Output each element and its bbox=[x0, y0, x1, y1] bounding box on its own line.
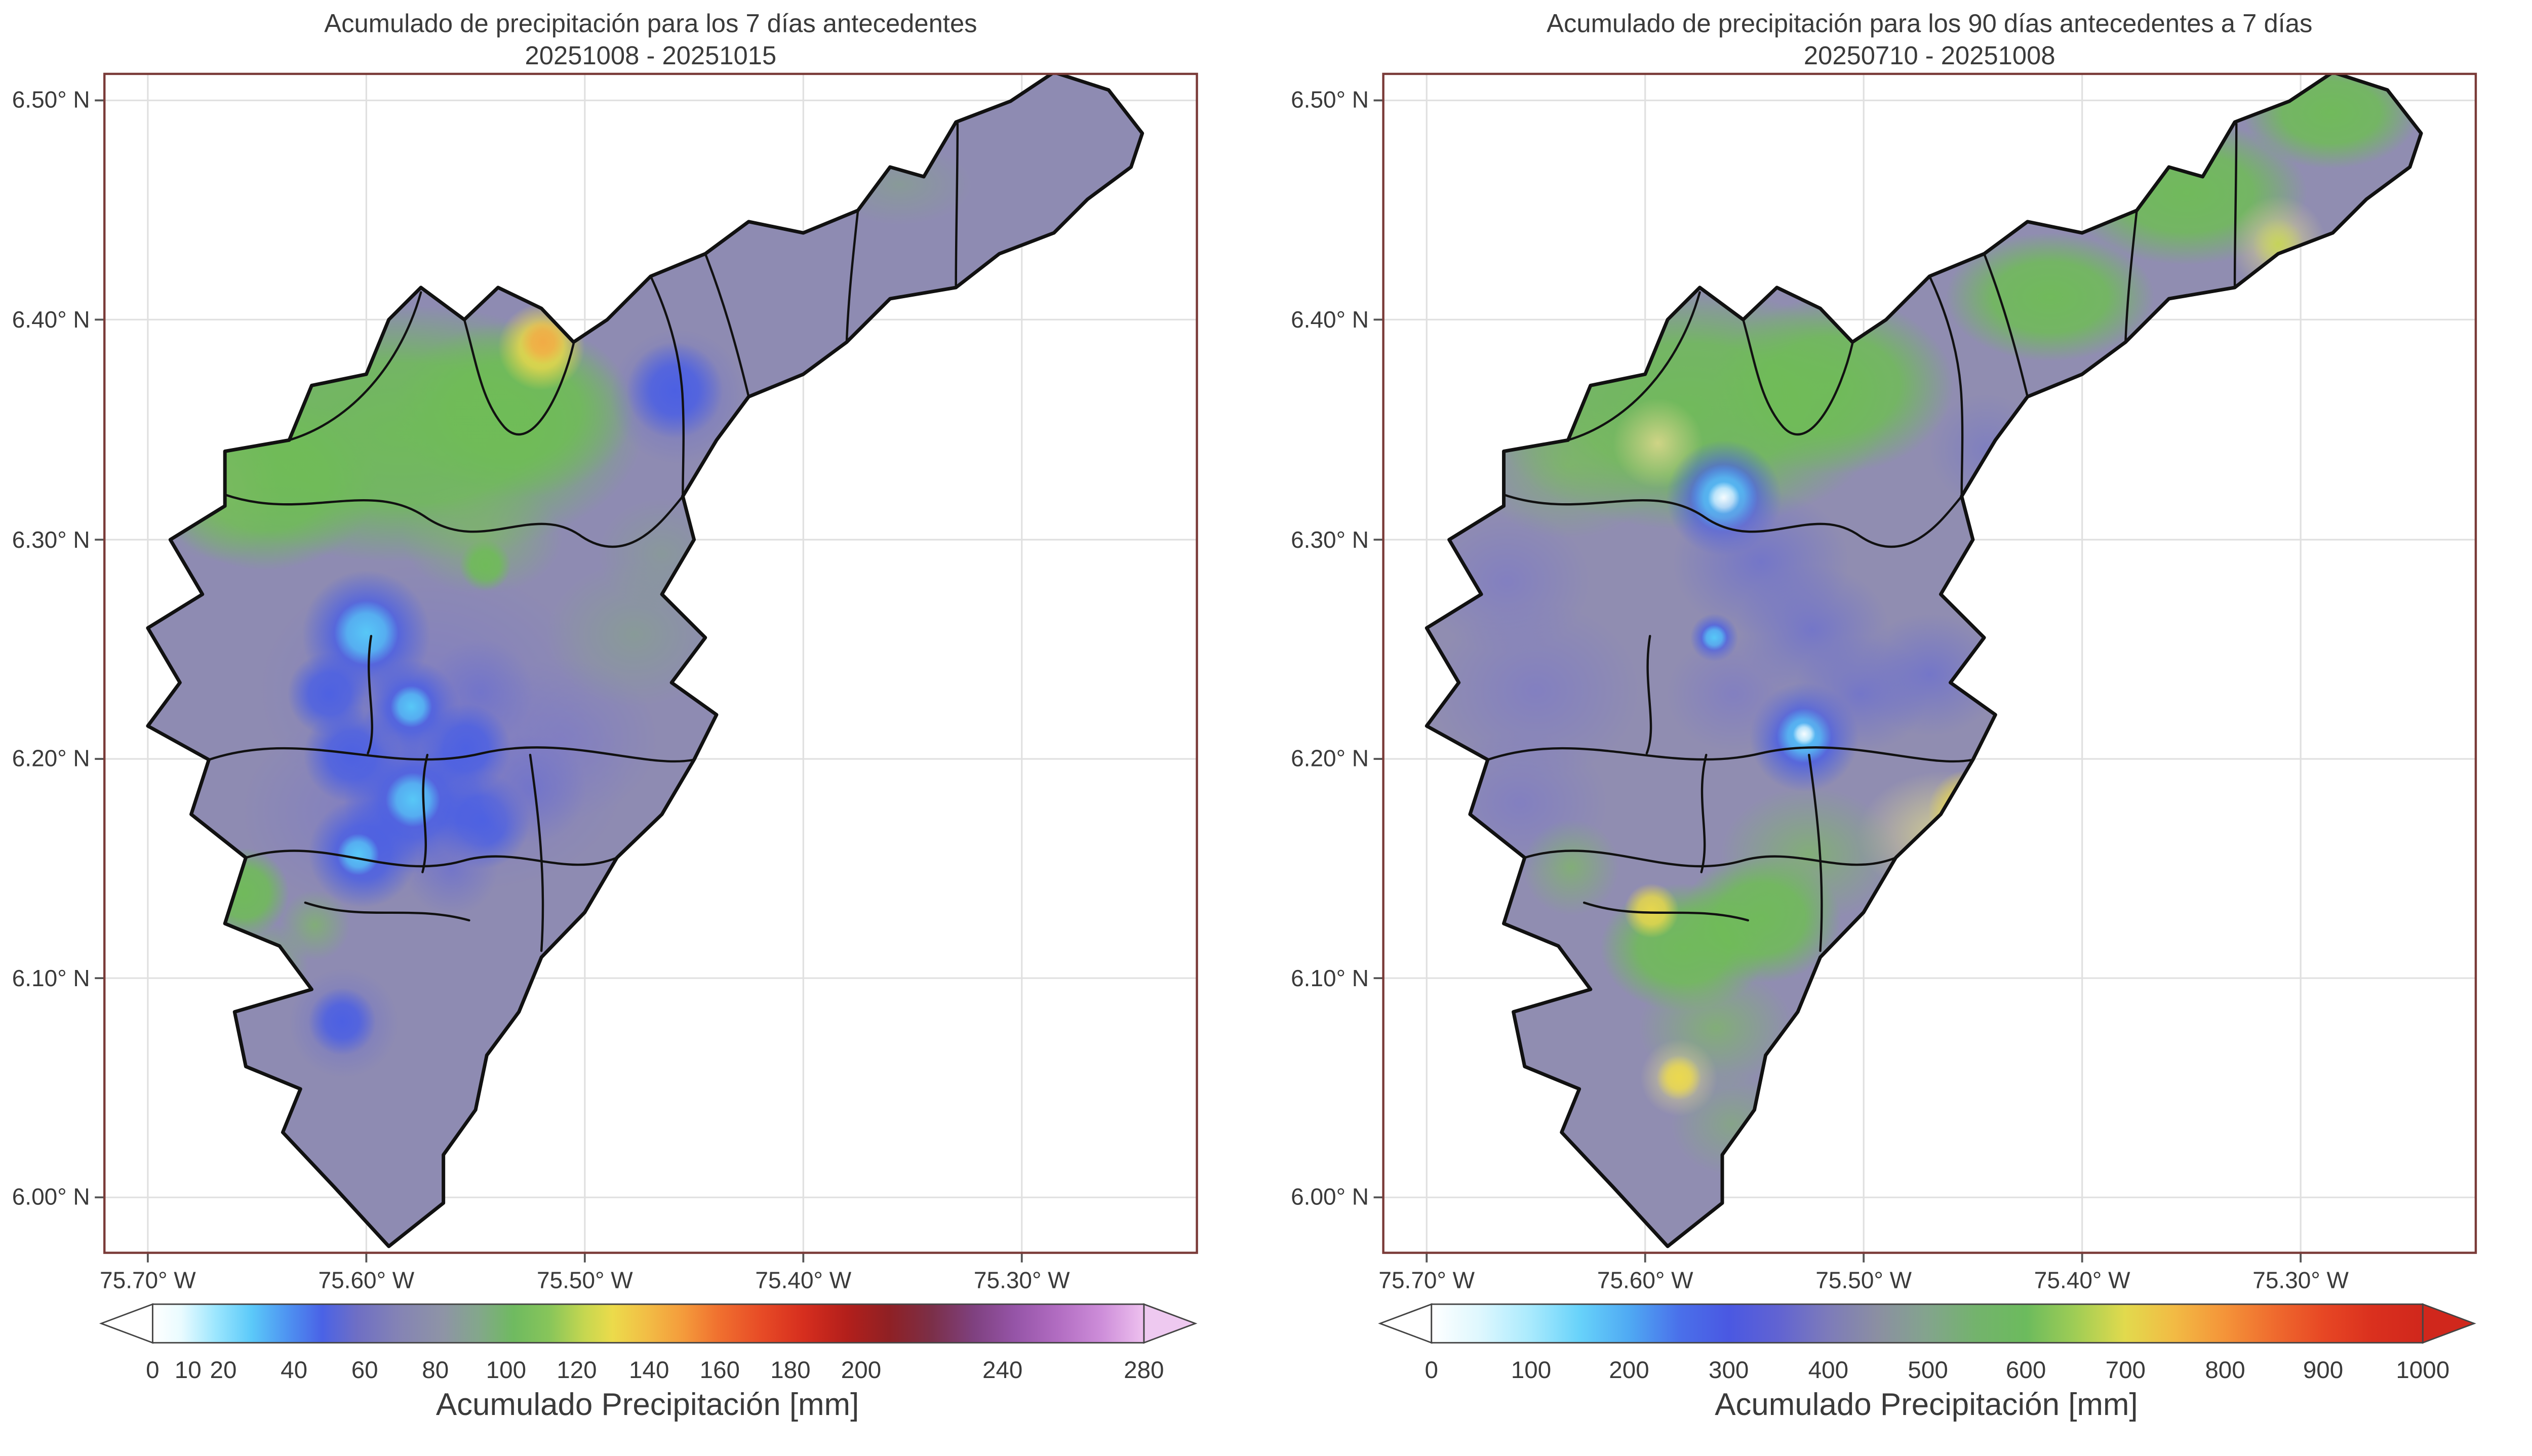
lon-axis-labels: 75.70° W 75.60° W 75.50° W 75.40° W 75.3… bbox=[1378, 1267, 2349, 1293]
colorbar-tick: 40 bbox=[281, 1357, 307, 1384]
lon-tick-label: 75.40° W bbox=[2034, 1267, 2130, 1293]
colorbar-left-arrow bbox=[1378, 1303, 1433, 1344]
colorbar-tick-labels: 0 100 200 300 400 500 600 700 800 900 10… bbox=[1425, 1357, 2450, 1384]
colorbar-tick: 10 bbox=[175, 1357, 202, 1384]
lat-tick-label: 6.20° N bbox=[1291, 745, 1369, 771]
colorbar-tick: 300 bbox=[1709, 1357, 1749, 1384]
colorbar-tick: 900 bbox=[2303, 1357, 2343, 1384]
plot-border bbox=[103, 72, 1198, 1254]
lon-tick-label: 75.30° W bbox=[2252, 1267, 2349, 1293]
lat-tick-label: 6.50° N bbox=[1291, 87, 1369, 113]
plot-border bbox=[1382, 72, 2477, 1254]
lon-tick-label: 75.40° W bbox=[755, 1267, 851, 1293]
axis-ticks bbox=[95, 99, 1023, 1263]
panel-7-days: Acumulado de precipitación para los 7 dí… bbox=[12, 9, 1198, 1422]
colorbar-left-arrow bbox=[99, 1303, 153, 1344]
colorbar-label: Acumulado Precipitación [mm] bbox=[1715, 1387, 2138, 1422]
lon-tick-label: 75.70° W bbox=[1378, 1267, 1475, 1293]
colorbar-tick: 140 bbox=[629, 1357, 669, 1384]
colorbar-tick: 100 bbox=[486, 1357, 526, 1384]
lon-tick-label: 75.30° W bbox=[974, 1267, 1070, 1293]
lat-tick-label: 6.10° N bbox=[1291, 965, 1369, 991]
colorbar-tick: 0 bbox=[146, 1357, 159, 1384]
colorbar-tick-labels: 0 10 20 40 60 80 100 120 140 160 180 200… bbox=[146, 1357, 1164, 1384]
lat-axis-labels: 6.50° N 6.40° N 6.30° N 6.20° N 6.10° N … bbox=[12, 87, 90, 1210]
colorbar-gradient bbox=[151, 1303, 1145, 1344]
lat-tick-label: 6.10° N bbox=[12, 965, 90, 991]
colorbar-gradient bbox=[1431, 1303, 2424, 1344]
colorbar-tick: 100 bbox=[1511, 1357, 1551, 1384]
colorbar-tick: 240 bbox=[982, 1357, 1022, 1384]
colorbar-tick: 200 bbox=[841, 1357, 881, 1384]
lat-tick-label: 6.00° N bbox=[12, 1183, 90, 1209]
panel-title: Acumulado de precipitación para los 7 dí… bbox=[324, 9, 977, 37]
colorbar-tick: 400 bbox=[1808, 1357, 1848, 1384]
colorbar-tick: 800 bbox=[2205, 1357, 2245, 1384]
lat-tick-label: 6.40° N bbox=[12, 306, 90, 333]
lat-tick-label: 6.00° N bbox=[1291, 1183, 1369, 1209]
colorbar-label: Acumulado Precipitación [mm] bbox=[436, 1387, 859, 1422]
panel-90-days: Acumulado de precipitación para los 90 d… bbox=[1291, 9, 2477, 1422]
colorbar-tick: 180 bbox=[770, 1357, 810, 1384]
colorbar-right-arrow bbox=[1143, 1303, 1198, 1344]
lat-axis-labels: 6.50° N 6.40° N 6.30° N 6.20° N 6.10° N … bbox=[1291, 87, 1369, 1210]
lon-tick-label: 75.60° W bbox=[1597, 1267, 1693, 1293]
lat-tick-label: 6.20° N bbox=[12, 745, 90, 771]
colorbar-tick: 280 bbox=[1124, 1357, 1164, 1384]
colorbar-right-arrow bbox=[2422, 1303, 2476, 1344]
axis-ticks bbox=[1373, 99, 2302, 1263]
colorbar-tick: 0 bbox=[1425, 1357, 1438, 1384]
colorbar-7-days: 0 10 20 40 60 80 100 120 140 160 180 200… bbox=[99, 1303, 1198, 1422]
colorbar-90-days: 0 100 200 300 400 500 600 700 800 900 10… bbox=[1378, 1303, 2476, 1422]
colorbar-tick: 80 bbox=[422, 1357, 449, 1384]
colorbar-tick: 200 bbox=[1609, 1357, 1649, 1384]
colorbar-tick: 500 bbox=[1908, 1357, 1948, 1384]
panel-title: Acumulado de precipitación para los 90 d… bbox=[1547, 9, 2312, 37]
colorbar-tick: 160 bbox=[700, 1357, 740, 1384]
colorbar-tick: 60 bbox=[351, 1357, 378, 1384]
lat-tick-label: 6.40° N bbox=[1291, 306, 1369, 333]
colorbar-tick: 600 bbox=[2006, 1357, 2046, 1384]
colorbar-tick: 1000 bbox=[2396, 1357, 2449, 1384]
colorbar-tick: 20 bbox=[210, 1357, 237, 1384]
lat-tick-label: 6.30° N bbox=[12, 527, 90, 553]
lon-axis-labels: 75.70° W 75.60° W 75.50° W 75.40° W 75.3… bbox=[100, 1267, 1070, 1293]
panel-subtitle-dates: 20250710 - 20251008 bbox=[1804, 41, 2055, 70]
lon-tick-label: 75.70° W bbox=[100, 1267, 196, 1293]
colorbar-tick: 120 bbox=[557, 1357, 597, 1384]
lon-tick-label: 75.60° W bbox=[318, 1267, 414, 1293]
lon-tick-label: 75.50° W bbox=[537, 1267, 633, 1293]
colorbar-tick: 700 bbox=[2106, 1357, 2146, 1384]
lon-tick-label: 75.50° W bbox=[1815, 1267, 1912, 1293]
panel-subtitle-dates: 20251008 - 20251015 bbox=[525, 41, 777, 70]
lat-tick-label: 6.50° N bbox=[12, 87, 90, 113]
lat-tick-label: 6.30° N bbox=[1291, 527, 1369, 553]
